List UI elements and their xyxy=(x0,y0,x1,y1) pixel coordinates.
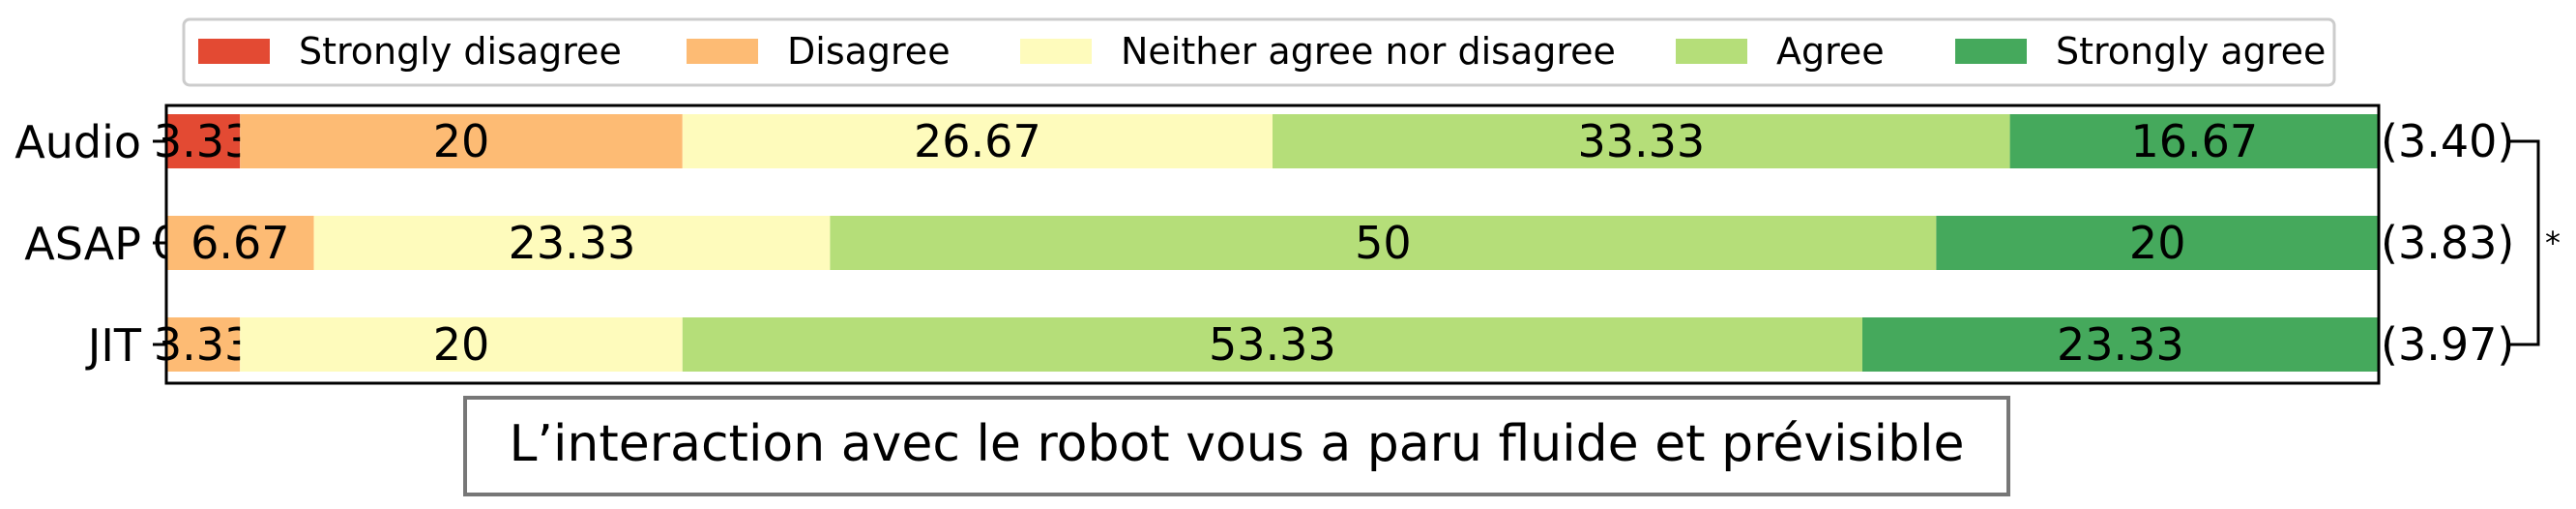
legend-label: Strongly disagree xyxy=(299,30,622,73)
legend-label: Strongly agree xyxy=(2056,30,2326,73)
significance-marker: * xyxy=(2545,225,2561,261)
legend-swatch xyxy=(687,39,758,64)
category-label: Audio xyxy=(15,116,141,168)
category-label: JIT xyxy=(85,319,142,372)
bar-value-label: 3.33 xyxy=(154,318,252,371)
bar-value-label: 53.33 xyxy=(1209,318,1336,371)
mean-labels: (3.40) (3.83) (3.97) xyxy=(2381,115,2514,371)
bar-value-label: 20 xyxy=(433,115,490,167)
chart-legend: Strongly disagree Disagree Neither agree n… xyxy=(182,17,2336,87)
bar-segment xyxy=(166,317,241,372)
title-frame xyxy=(463,396,2010,496)
legend-label: Disagree xyxy=(787,30,951,73)
bar-value-label: 33.33 xyxy=(1577,115,1705,167)
bar-area: 3.332026.6733.3316.6706.6723.3350203.332… xyxy=(152,114,2379,372)
bar-segment xyxy=(1273,114,2010,168)
bar-value-label: 50 xyxy=(1355,217,1412,269)
legend-frame xyxy=(182,17,2336,87)
bar-segment xyxy=(2009,114,2379,168)
bar-value-label: 23.33 xyxy=(509,217,636,269)
bar-value-label: 16.67 xyxy=(2130,115,2258,167)
bar-segment xyxy=(1861,317,2379,372)
mean-label: (3.40) xyxy=(2381,115,2514,167)
legend-swatch xyxy=(1955,39,2027,64)
bar-segment xyxy=(682,317,1862,372)
category-label: ASAP xyxy=(24,218,141,270)
legend-label: Neither agree nor disagree xyxy=(1121,30,1616,73)
bar-segment xyxy=(313,216,831,270)
bar-segment xyxy=(166,216,314,270)
bar-value-label: 6.67 xyxy=(190,217,289,269)
bar-value-label: 3.33 xyxy=(154,115,252,167)
legend-swatch xyxy=(198,39,270,64)
chart-title-box: L’interaction avec le robot vous a paru … xyxy=(463,396,2010,496)
bar-segment xyxy=(830,216,1937,270)
chart-title: L’interaction avec le robot vous a paru … xyxy=(509,415,1964,473)
bar-value-label: 20 xyxy=(433,318,490,371)
legend-label: Agree xyxy=(1776,30,1885,73)
bar-segment xyxy=(240,317,683,372)
bar-segment xyxy=(1936,216,2379,270)
legend-swatch xyxy=(1676,39,1747,64)
bar-value-label: 23.33 xyxy=(2057,318,2184,371)
bar-value-label: 26.67 xyxy=(914,115,1041,167)
bar-segment xyxy=(240,114,683,168)
significance-bracket: * xyxy=(2510,139,2561,346)
mean-label: (3.83) xyxy=(2381,217,2514,269)
bracket-line xyxy=(2510,139,2540,346)
legend-swatch xyxy=(1020,39,1092,64)
bar-value-label: 20 xyxy=(2129,217,2186,269)
bar-segment xyxy=(682,114,1273,168)
mean-label: (3.97) xyxy=(2381,318,2514,371)
bar-segment xyxy=(166,114,241,168)
category-labels: Audio ASAP JIT xyxy=(15,116,166,372)
